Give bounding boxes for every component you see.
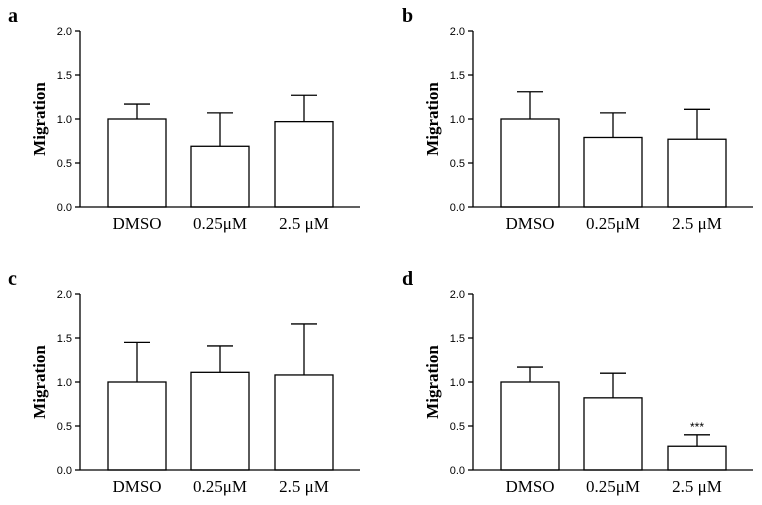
bar-0.25μM: [583, 397, 643, 471]
y-tick-label: 0.0: [57, 202, 72, 214]
y-tick-label: 1.5: [450, 333, 465, 345]
y-tick-label: 2.0: [57, 26, 72, 38]
bar-2.5 μM: [274, 120, 334, 208]
x-tick-label: 0.25μM: [193, 214, 247, 233]
y-tick-label: 0.5: [57, 421, 72, 433]
bar-0.25μM: [190, 371, 250, 471]
x-tick-label: DMSO: [505, 477, 554, 496]
y-tick-label: 1.0: [450, 377, 465, 389]
y-axis-title: Migration: [30, 82, 49, 156]
x-tick-label: 0.25μM: [586, 477, 640, 496]
x-tick-label: 2.5 μM: [279, 214, 329, 233]
x-tick-label: 2.5 μM: [672, 477, 722, 496]
y-axis-title: Migration: [423, 82, 442, 156]
y-tick-label: 1.0: [450, 114, 465, 126]
y-tick-label: 0.0: [450, 202, 465, 214]
bar-DMSO: [500, 381, 560, 471]
x-tick-label: 2.5 μM: [279, 477, 329, 496]
chart-panel-d: d Migration DMSO 0.25μM *** 2.5 μM 0.0 0.5 1.0 1.…: [402, 268, 753, 496]
y-tick-label: 0.0: [57, 465, 72, 477]
y-tick-label: 2.0: [57, 289, 72, 301]
y-tick-label: 0.5: [450, 158, 465, 170]
y-tick-label: 0.0: [450, 465, 465, 477]
chart-panel-c: c Migration DMSO 0.25μM 2.5 μM 0.0 0.5 1.0 1.5 2.…: [8, 268, 360, 496]
x-tick-label: DMSO: [112, 214, 161, 233]
chart-panel-a: a Migration DMSO 0.25μM 2.5 μM 0.0 0.5 1.0 1.5 2.…: [8, 5, 360, 233]
y-tick-label: 1.0: [57, 377, 72, 389]
x-tick-label: DMSO: [505, 214, 554, 233]
y-tick-label: 1.0: [57, 114, 72, 126]
panel-label: c: [8, 268, 17, 290]
y-tick-label: 0.5: [450, 421, 465, 433]
significance-annotation: ***: [690, 420, 704, 434]
panel-label: a: [8, 5, 18, 27]
bar-2.5 μM: [667, 445, 727, 471]
bar-0.25μM: [583, 136, 643, 208]
bar-0.25μM: [190, 145, 250, 208]
bar-2.5 μM: [274, 374, 334, 471]
x-tick-label: 0.25μM: [586, 214, 640, 233]
y-tick-label: 2.0: [450, 289, 465, 301]
x-tick-label: DMSO: [112, 477, 161, 496]
y-tick-label: 0.5: [57, 158, 72, 170]
chart-panel-b: b Migration DMSO 0.25μM 2.5 μM 0.0 0.5 1.0 1.5 2.…: [402, 5, 753, 233]
bar-DMSO: [107, 381, 167, 471]
y-tick-label: 1.5: [57, 333, 72, 345]
panel-label: d: [402, 268, 413, 290]
bar-2.5 μM: [667, 138, 727, 208]
bar-DMSO: [107, 118, 167, 208]
y-tick-label: 2.0: [450, 26, 465, 38]
y-tick-label: 1.5: [450, 70, 465, 82]
bar-DMSO: [500, 118, 560, 208]
y-tick-label: 1.5: [57, 70, 72, 82]
x-tick-label: 2.5 μM: [672, 214, 722, 233]
y-axis-title: Migration: [30, 345, 49, 419]
y-axis-title: Migration: [423, 345, 442, 419]
x-tick-label: 0.25μM: [193, 477, 247, 496]
panel-label: b: [402, 5, 413, 27]
